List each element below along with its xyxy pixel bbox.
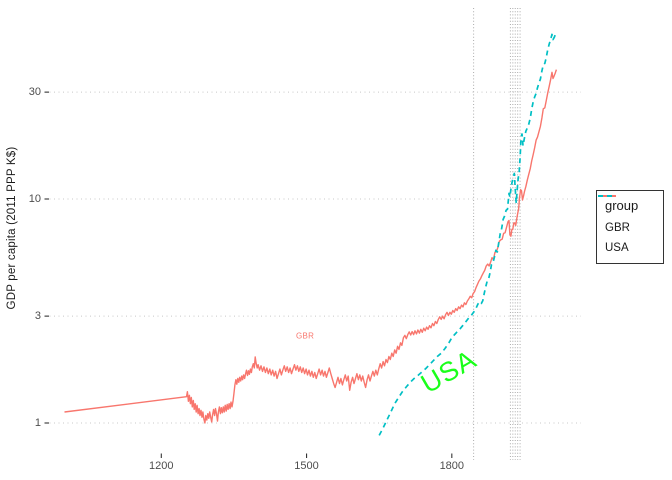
x-tick-label-1200: 1200 <box>149 460 174 472</box>
legend-items: GBR USA <box>598 195 663 254</box>
legend-title: group <box>605 198 639 213</box>
legend-box: group GBR USA <box>596 190 664 264</box>
y-tick-label-1: 1 <box>34 417 41 429</box>
x-tick-label-1500: 1500 <box>294 460 319 472</box>
x-tick-label-1800: 1800 <box>439 460 465 472</box>
gbr-series-line <box>64 69 558 424</box>
usa-series-line <box>378 31 558 436</box>
y-tick-label-3: 3 <box>34 310 41 323</box>
y-tick-label-30: 30 <box>28 86 41 99</box>
legend-item-usa: USA <box>598 195 663 254</box>
y-tick-label-10: 10 <box>28 193 41 205</box>
legend-label-usa: USA <box>605 242 629 254</box>
legend-item-gbr: GBR <box>598 195 663 234</box>
legend-label-gbr: GBR <box>605 222 630 234</box>
gbr-line-annotation: GBR <box>295 331 315 341</box>
y-axis-title: GDP per capita (2011 PPP K$) <box>6 146 18 310</box>
legend-key-usa-line <box>598 195 616 197</box>
